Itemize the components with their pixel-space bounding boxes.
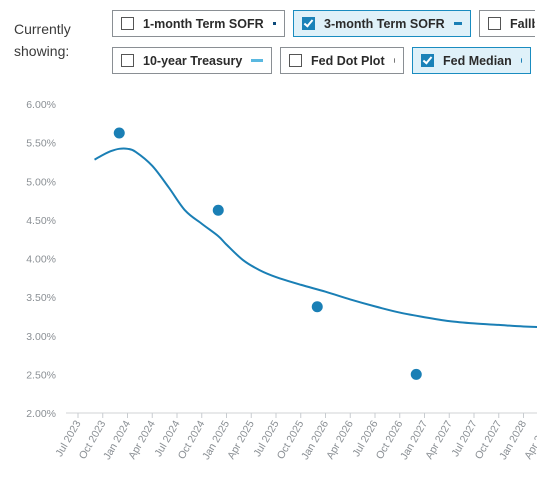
checkbox-icon[interactable] — [289, 54, 302, 67]
dot-swatch-icon — [520, 58, 522, 63]
line-swatch-icon — [453, 22, 462, 25]
legend-label: Fallb — [510, 16, 535, 31]
legend-toggle-fallback[interactable]: Fallb — [479, 10, 535, 37]
y-tick-label: 5.00% — [26, 176, 56, 188]
y-tick-label: 2.50% — [26, 369, 56, 381]
legend-toggle-1-month-term-sofr[interactable]: 1-month Term SOFR — [112, 10, 285, 37]
y-tick-label: 3.00% — [26, 331, 56, 343]
y-tick-label: 4.00% — [26, 254, 56, 266]
legend-toggle-fed-median[interactable]: Fed Median — [412, 47, 531, 74]
y-tick-label: 6.00% — [26, 99, 56, 111]
fed-median-point — [113, 127, 125, 139]
y-tick-label: 4.50% — [26, 215, 56, 227]
fed-median-point — [212, 204, 224, 216]
sofr-3-month-line — [94, 147, 537, 328]
y-tick-label: 2.00% — [26, 408, 56, 420]
legend-row-1: 1-month Term SOFR 3-month Term SOFR Fall… — [112, 10, 535, 37]
legend-label: Fed Dot Plot — [311, 53, 385, 68]
checkbox-icon[interactable] — [421, 54, 434, 67]
legend-label: Fed Median — [443, 53, 512, 68]
currently-label: Currently — [14, 21, 71, 37]
legend-label: 1-month Term SOFR — [143, 16, 264, 31]
legend-toggle-3-month-term-sofr[interactable]: 3-month Term SOFR — [293, 10, 471, 37]
fed-median-point — [410, 368, 422, 380]
legend-label: 3-month Term SOFR — [324, 16, 445, 31]
checkbox-icon[interactable] — [121, 17, 134, 30]
checkbox-icon[interactable] — [488, 17, 501, 30]
currently-showing-label: Currently showing: — [14, 18, 71, 62]
dot-swatch-icon — [393, 58, 395, 63]
showing-label: showing: — [14, 43, 70, 59]
series-layer — [94, 127, 537, 380]
line-swatch-icon — [251, 59, 263, 62]
checkbox-icon[interactable] — [302, 17, 315, 30]
fed-median-point — [311, 301, 323, 313]
y-tick-label: 5.50% — [26, 138, 56, 150]
y-axis: 6.00% 5.50% 5.00% 4.50% 4.00% 3.50% 3.00% 2.50%… — [26, 99, 56, 420]
legend-toggle-10-year-treasury[interactable]: 10-year Treasury — [112, 47, 272, 74]
legend-toggle-fed-dot-plot[interactable]: Fed Dot Plot — [280, 47, 404, 74]
y-tick-label: 3.50% — [26, 292, 56, 304]
legend-row-2: 10-year Treasury Fed Dot Plot Fed Median — [112, 47, 531, 74]
legend-label: 10-year Treasury — [143, 53, 243, 68]
checkbox-icon[interactable] — [121, 54, 134, 67]
line-swatch-icon — [272, 22, 276, 25]
